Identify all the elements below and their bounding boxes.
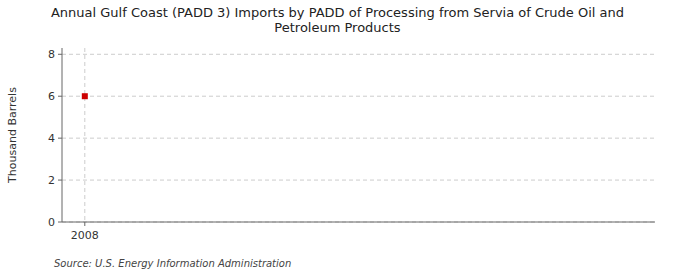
y-tick bbox=[58, 180, 62, 181]
y-grid-line bbox=[62, 180, 655, 181]
y-grid-line bbox=[62, 222, 655, 223]
title: Annual Gulf Coast (PADD 3) Imports by PA… bbox=[51, 5, 624, 35]
y-tick bbox=[58, 222, 62, 223]
y-tick bbox=[58, 54, 62, 55]
data-points bbox=[82, 93, 88, 99]
y-grid-line bbox=[62, 138, 655, 139]
source: Source: U.S. Energy Information Administ… bbox=[54, 258, 291, 269]
y-tick-label: 6 bbox=[48, 90, 55, 103]
x-grid-line bbox=[84, 48, 85, 222]
x-tick-label: 2008 bbox=[71, 229, 99, 242]
grid bbox=[62, 48, 655, 222]
y-tick-label: 4 bbox=[48, 132, 55, 145]
y-tick-label: 8 bbox=[48, 48, 55, 61]
y-axis-line bbox=[62, 48, 63, 222]
y-tick-label: 2 bbox=[48, 174, 55, 187]
y-tick bbox=[58, 138, 62, 139]
y-grid-line bbox=[62, 96, 655, 97]
x-axis-line bbox=[62, 222, 655, 223]
y-tick bbox=[58, 96, 62, 97]
y-axis-label: Thousand Barrels bbox=[6, 87, 19, 184]
x-tick bbox=[84, 222, 85, 226]
y-grid-line bbox=[62, 54, 655, 55]
y-tick-label: 0 bbox=[48, 216, 55, 229]
point bbox=[82, 93, 88, 99]
